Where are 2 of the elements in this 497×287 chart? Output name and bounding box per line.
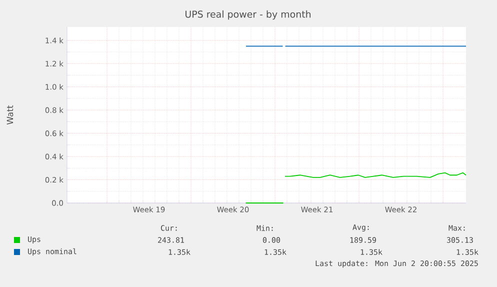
chart-title: UPS real power - by month: [186, 10, 311, 20]
y-axis-title: Watt: [6, 105, 14, 125]
